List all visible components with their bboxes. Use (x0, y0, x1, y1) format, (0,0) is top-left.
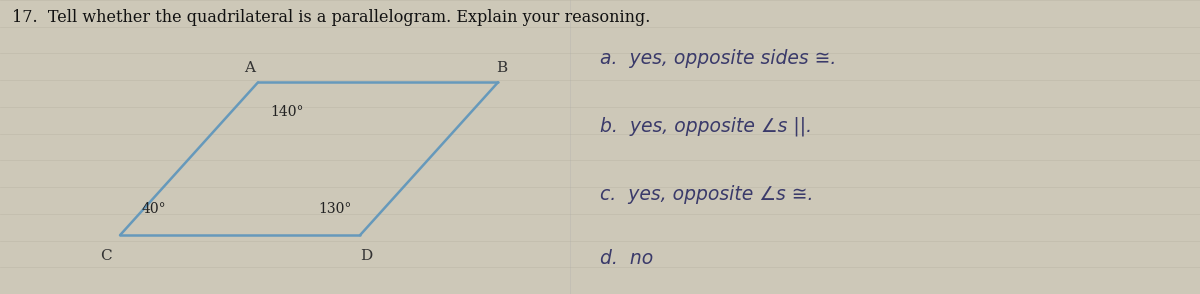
Text: C: C (100, 249, 112, 263)
Text: 140°: 140° (270, 105, 304, 119)
Text: 130°: 130° (318, 202, 352, 216)
Text: D: D (360, 249, 372, 263)
Text: A: A (244, 61, 256, 75)
Text: a.  yes, opposite sides ≅.: a. yes, opposite sides ≅. (600, 49, 836, 68)
Text: 17.  Tell whether the quadrilateral is a parallelogram. Explain your reasoning.: 17. Tell whether the quadrilateral is a … (12, 9, 650, 26)
Text: b.  yes, opposite ∠s ||.: b. yes, opposite ∠s ||. (600, 117, 812, 136)
Text: 40°: 40° (142, 202, 167, 216)
Text: d.  no: d. no (600, 249, 653, 268)
Text: c.  yes, opposite ∠s ≅.: c. yes, opposite ∠s ≅. (600, 185, 814, 203)
Text: B: B (496, 61, 508, 75)
